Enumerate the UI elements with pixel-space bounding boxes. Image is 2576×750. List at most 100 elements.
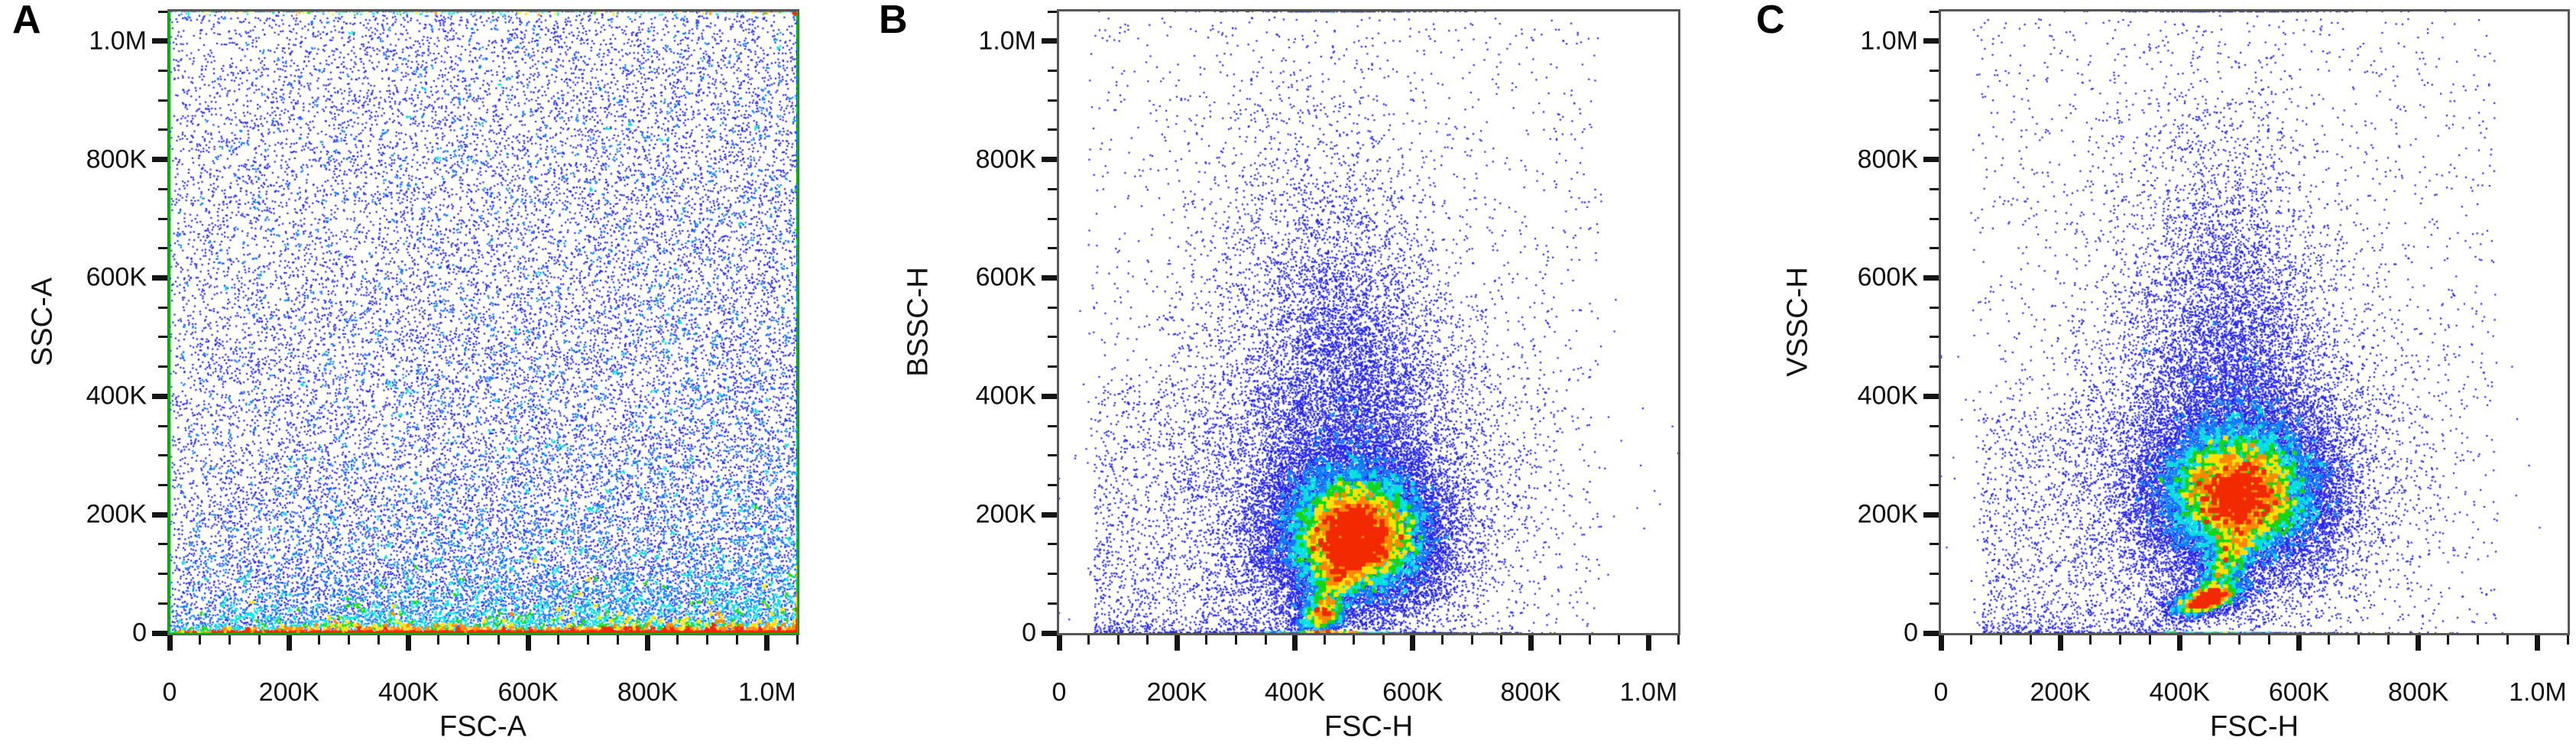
x-tick-label: 1.0M <box>1619 677 1678 707</box>
x-tick-major <box>167 635 173 651</box>
x-tick-major <box>2535 635 2541 651</box>
x-tick-label: 1.0M <box>738 677 796 707</box>
y-tick-minor <box>1048 336 1057 339</box>
y-tick-major <box>1042 630 1057 636</box>
x-tick-minor <box>2328 635 2331 644</box>
x-tick-minor <box>2387 635 2390 644</box>
y-tick-label: 800K <box>86 144 147 174</box>
y-tick-minor <box>1930 483 1939 486</box>
y-tick-minor <box>1048 217 1057 220</box>
y-tick-major <box>1923 511 1939 518</box>
x-axis-title: FSC-A <box>439 710 527 743</box>
x-tick-major <box>2176 635 2182 651</box>
y-tick-minor <box>1930 543 1939 546</box>
x-tick-minor <box>2566 635 2569 644</box>
x-tick-minor <box>228 635 231 644</box>
y-tick-label: 800K <box>975 144 1036 174</box>
panel-letter: A <box>12 0 41 42</box>
y-tick-minor <box>1048 573 1057 576</box>
x-tick-label: 400K <box>1264 677 1326 707</box>
y-tick-minor <box>1930 306 1939 309</box>
y-tick-major <box>1923 38 1939 44</box>
x-tick-major <box>1645 635 1651 651</box>
y-tick-label: 0 <box>1904 618 1918 648</box>
y-tick-minor <box>158 128 167 131</box>
x-tick-minor <box>2029 635 2032 644</box>
x-tick-minor <box>1470 635 1473 644</box>
x-tick-major <box>2416 635 2422 651</box>
y-tick-minor <box>158 217 167 220</box>
y-tick-minor <box>158 187 167 190</box>
y-tick-minor <box>1048 306 1057 309</box>
x-tick-major <box>406 635 412 651</box>
y-tick-label: 400K <box>1857 381 1918 411</box>
y-tick-minor <box>1048 483 1057 486</box>
y-tick-minor <box>1048 99 1057 102</box>
y-tick-minor <box>1930 602 1939 605</box>
x-tick-minor <box>317 635 320 644</box>
y-tick-label: 400K <box>975 381 1036 411</box>
y-tick-minor <box>1930 247 1939 250</box>
y-tick-major <box>1042 274 1057 281</box>
x-tick-minor <box>556 635 559 644</box>
y-tick-minor <box>1930 187 1939 190</box>
density-canvas <box>1059 11 1678 633</box>
x-tick-minor <box>706 635 709 644</box>
x-tick-minor <box>348 635 351 644</box>
panel-letter: C <box>1756 0 1785 42</box>
y-tick-minor <box>1048 454 1057 457</box>
x-tick-minor <box>2237 635 2241 644</box>
y-tick-major <box>1042 393 1057 399</box>
x-tick-label: 200K <box>1146 677 1207 707</box>
x-tick-label: 0 <box>1051 677 1067 707</box>
y-tick-major <box>1923 630 1939 636</box>
y-tick-minor <box>1048 247 1057 250</box>
x-tick-minor <box>2088 635 2092 644</box>
y-tick-label: 400K <box>86 381 147 411</box>
x-tick-minor <box>1969 635 1972 644</box>
x-tick-minor <box>1146 635 1149 644</box>
y-tick-label: 800K <box>1857 144 1918 174</box>
y-tick-label: 0 <box>132 618 147 648</box>
x-tick-label: 1.0M <box>2509 677 2567 707</box>
x-tick-label: 200K <box>2030 677 2091 707</box>
panel-letter: B <box>879 0 908 42</box>
y-tick-minor <box>1048 69 1057 72</box>
x-tick-minor <box>1677 635 1680 644</box>
y-tick-label: 0 <box>1022 618 1036 648</box>
y-tick-minor <box>158 573 167 576</box>
y-tick-minor <box>158 543 167 546</box>
y-tick-major <box>152 393 167 399</box>
x-tick-major <box>1056 635 1062 651</box>
x-tick-minor <box>1087 635 1090 644</box>
y-tick-label: 1.0M <box>1860 26 1918 56</box>
x-tick-minor <box>1588 635 1591 644</box>
x-tick-major <box>1410 635 1416 651</box>
x-tick-major <box>286 635 292 651</box>
y-tick-major <box>152 38 167 44</box>
y-tick-minor <box>158 10 167 13</box>
x-tick-major <box>2296 635 2302 651</box>
y-tick-label: 200K <box>1857 499 1918 529</box>
y-tick-minor <box>158 306 167 309</box>
x-tick-minor <box>1234 635 1237 644</box>
y-tick-minor <box>1930 454 1939 457</box>
y-tick-major <box>1923 393 1939 399</box>
x-tick-minor <box>736 635 739 644</box>
y-tick-minor <box>158 602 167 605</box>
x-tick-label: 600K <box>497 677 559 707</box>
x-tick-label: 800K <box>617 677 679 707</box>
x-tick-minor <box>1353 635 1356 644</box>
y-tick-major <box>152 630 167 636</box>
x-tick-minor <box>467 635 470 644</box>
y-tick-minor <box>158 365 167 369</box>
x-tick-minor <box>2506 635 2510 644</box>
y-tick-major <box>152 511 167 518</box>
x-tick-minor <box>377 635 381 644</box>
x-tick-minor <box>676 635 679 644</box>
x-tick-label: 400K <box>378 677 439 707</box>
y-tick-minor <box>1048 128 1057 131</box>
y-tick-minor <box>1048 187 1057 190</box>
